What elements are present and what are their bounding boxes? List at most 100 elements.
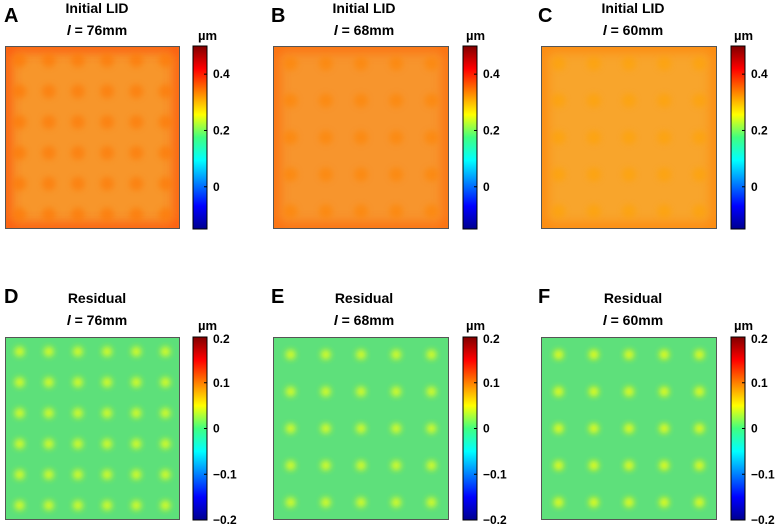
colorbar-tick-label: 0.1 — [213, 376, 230, 390]
colorbar-tick-label: −0.2 — [213, 513, 237, 525]
panel-b: B Initial LID l = 68mm µm 0 0.2 0.4 — [271, 0, 500, 230]
actuator-spot — [158, 115, 173, 130]
panel-f: F Residual l = 60mm µm0.2 0.1 0 −0.1 −0.2 — [538, 286, 775, 525]
actuator-spot — [692, 167, 707, 182]
actuator-spot — [551, 204, 566, 219]
actuator-spot — [694, 423, 705, 434]
actuator-spot — [588, 423, 599, 434]
actuator-spot — [692, 93, 707, 108]
actuator-spot — [102, 408, 113, 419]
actuator-spot — [320, 460, 331, 471]
actuator-spot — [41, 115, 56, 130]
actuator-spot — [160, 408, 171, 419]
panel-e: E Residual l = 68mm µm0.2 0.1 0 −0.1 −0.2 — [271, 286, 507, 525]
actuator-spot — [624, 497, 634, 508]
actuator-spot — [283, 204, 298, 219]
heatmap — [541, 337, 717, 520]
actuator-spot — [12, 84, 27, 99]
colorbar-tick-label: 0.2 — [751, 124, 768, 138]
actuator-spot — [41, 145, 56, 160]
colorbar-tick-label: 0 — [751, 180, 758, 194]
actuator-spot — [657, 56, 672, 71]
actuator-spot — [426, 460, 437, 471]
actuator-spot — [553, 386, 564, 397]
actuator-spot — [426, 386, 437, 397]
actuator-spot — [129, 176, 144, 191]
actuator-spot — [588, 497, 599, 508]
actuator-spot — [43, 500, 54, 511]
colorbar-unit: µm — [198, 318, 217, 333]
actuator-spot — [694, 349, 705, 360]
colorbar-tick-label: −0.1 — [483, 467, 507, 481]
actuator-spot — [622, 204, 636, 219]
actuator-spot — [14, 500, 25, 511]
actuator-spot — [391, 460, 402, 471]
actuator-spot — [586, 93, 601, 108]
heatmap-frame — [541, 46, 717, 229]
actuator-spot — [553, 423, 564, 434]
actuator-spot — [12, 53, 27, 68]
actuator-spot — [391, 423, 402, 434]
actuator-spot — [657, 204, 672, 219]
actuator-spot — [551, 56, 566, 71]
panel-a: A Initial LID l = 76mm µm 0 0.2 0.4 — [4, 0, 230, 230]
actuator-spot — [158, 207, 173, 222]
actuator-spot — [318, 167, 333, 182]
actuator-spot — [659, 497, 670, 508]
colorbar-tick-label: 0 — [751, 422, 758, 436]
actuator-spot — [624, 460, 634, 471]
actuator-spot — [131, 377, 142, 388]
actuator-spot — [70, 53, 85, 68]
colorbar-tick-label: 0.1 — [483, 376, 500, 390]
actuator-spot — [102, 438, 113, 449]
actuator-spot — [426, 497, 437, 508]
actuator-spot — [389, 167, 404, 182]
colorbar-tick-label: 0.2 — [483, 332, 500, 346]
actuator-spot — [694, 460, 705, 471]
actuator-spot — [129, 207, 144, 222]
actuator-spot — [72, 469, 83, 480]
panel-title: Residual — [68, 290, 126, 306]
actuator-spot — [14, 346, 25, 357]
actuator-spot — [100, 84, 115, 99]
colorbar: µm0.2 0.1 0 −0.1 −0.2 — [730, 318, 775, 525]
actuator-spot — [129, 145, 144, 160]
actuator-spot — [158, 53, 173, 68]
actuator-spot — [694, 386, 705, 397]
colorbar-unit: µm — [734, 28, 753, 43]
actuator-spot — [160, 469, 171, 480]
colorbar-tick-label: −0.1 — [751, 467, 775, 481]
actuator-spot — [158, 145, 173, 160]
heatmap — [273, 46, 449, 229]
actuator-spot — [622, 130, 636, 145]
actuator-spot — [131, 408, 142, 419]
actuator-spot — [102, 469, 113, 480]
panel-letter: B — [271, 5, 285, 27]
actuator-spot — [72, 346, 83, 357]
actuator-spot — [43, 469, 54, 480]
actuator-spot — [158, 176, 173, 191]
actuator-spot — [285, 460, 296, 471]
actuator-spot — [102, 500, 113, 511]
actuator-spot — [285, 497, 296, 508]
actuator-spot — [41, 84, 56, 99]
actuator-spot — [659, 460, 670, 471]
actuator-spot — [424, 167, 439, 182]
actuator-spot — [318, 204, 333, 219]
actuator-spot — [426, 349, 437, 360]
actuator-spot — [356, 349, 366, 360]
actuator-spot — [72, 408, 83, 419]
actuator-spot — [285, 349, 296, 360]
actuator-spot — [659, 386, 670, 397]
actuator-spot — [129, 84, 144, 99]
colorbar-tick-label: 0.4 — [751, 67, 768, 81]
actuator-spot — [160, 438, 171, 449]
panel-title: Residual — [335, 290, 393, 306]
actuator-spot — [72, 377, 83, 388]
actuator-spot — [356, 497, 366, 508]
actuator-spot — [70, 84, 85, 99]
heatmap-frame — [5, 46, 180, 229]
panel-subtitle: l = 68mm — [334, 312, 394, 328]
actuator-spot — [131, 469, 142, 480]
colorbar: µm0.2 0.1 0 −0.1 −0.2 — [462, 318, 507, 525]
